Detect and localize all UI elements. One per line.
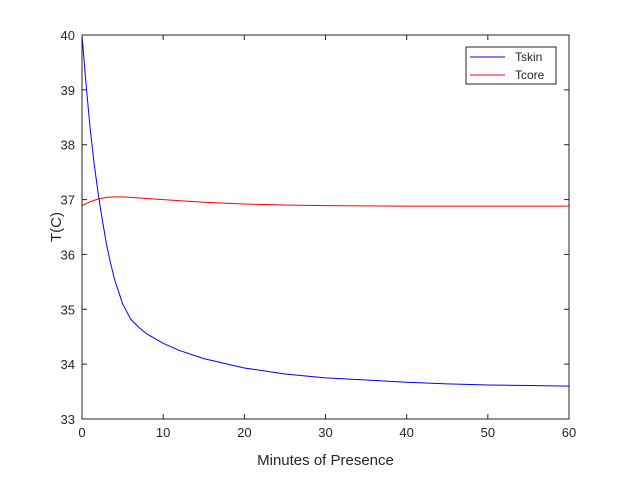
x-tick-label: 0 [78, 425, 85, 440]
y-tick-label: 33 [61, 412, 75, 427]
plot-area [82, 35, 569, 419]
y-tick-label: 36 [61, 247, 75, 262]
x-tick-label: 50 [481, 425, 495, 440]
legend: Tskin Tcore [465, 46, 557, 85]
x-tick-label: 60 [562, 425, 576, 440]
x-axis-label: Minutes of Presence [257, 452, 394, 469]
series-line-tcore [81, 196, 569, 207]
series-line-tskin [81, 34, 570, 387]
y-tick-label: 34 [61, 357, 75, 372]
x-tick-label: 40 [399, 425, 413, 440]
y-axis-label: T(C) [48, 212, 65, 242]
legend-box [465, 46, 557, 85]
x-tick-label: 30 [318, 425, 332, 440]
y-tick-label: 40 [61, 28, 75, 43]
y-tick-label: 38 [61, 138, 75, 153]
legend-label-tcore: Tcore [515, 68, 545, 82]
x-tick-label: 10 [156, 425, 170, 440]
y-tick-label: 37 [61, 193, 75, 208]
y-tick-label: 39 [61, 83, 75, 98]
legend-label-tskin: Tskin [515, 50, 542, 64]
y-tick-label: 35 [61, 302, 75, 317]
x-tick-label: 20 [237, 425, 251, 440]
